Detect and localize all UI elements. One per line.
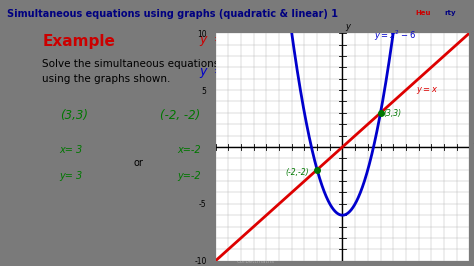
Text: x=-2: x=-2 <box>177 145 201 155</box>
Text: $y=x^2-6$: $y=x^2-6$ <box>374 28 416 43</box>
Text: Example: Example <box>42 34 115 49</box>
Text: $y\ =\ x$: $y\ =\ x$ <box>199 34 240 48</box>
Text: Heu: Heu <box>415 10 431 16</box>
Text: (-2,-2): (-2,-2) <box>285 168 309 177</box>
Text: y: y <box>345 22 350 31</box>
Text: (3,3): (3,3) <box>60 109 88 122</box>
Text: y=-2: y=-2 <box>177 171 201 181</box>
Text: or: or <box>134 158 144 168</box>
Text: (-2, -2): (-2, -2) <box>160 109 201 122</box>
Text: y= 3: y= 3 <box>60 171 83 181</box>
Text: x: x <box>473 137 474 146</box>
Text: x= 3: x= 3 <box>60 145 83 155</box>
Text: rty: rty <box>445 10 456 16</box>
Text: (3,3): (3,3) <box>383 109 401 118</box>
Text: Solve the simultaneous equations
using the graphs shown.: Solve the simultaneous equations using t… <box>42 59 219 84</box>
Text: $y=x$: $y=x$ <box>416 85 438 96</box>
Text: Corbettmaths: Corbettmaths <box>237 259 275 264</box>
Text: Simultaneous equations using graphs (quadratic & linear) 1: Simultaneous equations using graphs (qua… <box>7 9 338 19</box>
Text: $y\ =\ x^2 - 6$: $y\ =\ x^2 - 6$ <box>199 63 269 82</box>
